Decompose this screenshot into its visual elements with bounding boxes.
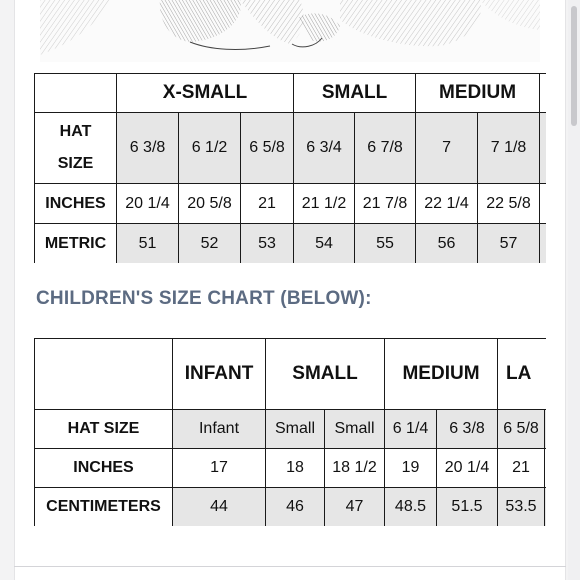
page-bottom-divider bbox=[14, 566, 566, 567]
metric-cell: 55 bbox=[354, 223, 417, 263]
metric-cell: 53 bbox=[239, 223, 295, 263]
metric-cell: 52 bbox=[178, 223, 241, 263]
centimeters-cell: 48.5 bbox=[384, 487, 437, 526]
centimeters-row-label: CENTIMETERS bbox=[34, 487, 173, 526]
adult-size-chart-viewport[interactable]: X-SMALL SMALL MEDIUM HAT SIZE 6 3/8 6 1/… bbox=[34, 73, 546, 263]
scrollbar[interactable] bbox=[568, 0, 580, 580]
group-medium-header: MEDIUM bbox=[384, 338, 498, 410]
children-size-chart-viewport[interactable]: INFANT SMALL MEDIUM LA HAT SIZE Infant S… bbox=[34, 338, 546, 526]
hat-size-cell bbox=[539, 112, 546, 184]
children-size-chart-heading: CHILDREN'S SIZE CHART (BELOW): bbox=[36, 288, 372, 309]
inches-cell: 18 1/2 bbox=[324, 448, 385, 488]
hat-illustration bbox=[40, 0, 540, 62]
inches-cell: 19 bbox=[384, 448, 437, 488]
inches-cell: 22 1/4 bbox=[415, 183, 479, 224]
inches-cell: 21 bbox=[239, 183, 295, 224]
centimeters-cell: 51.5 bbox=[436, 487, 498, 526]
group-small-header: SMALL bbox=[293, 73, 417, 113]
inches-cell: 18 bbox=[265, 448, 325, 488]
metric-cell: 56 bbox=[415, 223, 479, 263]
group-small-header: SMALL bbox=[265, 338, 385, 410]
children-size-chart: INFANT SMALL MEDIUM LA HAT SIZE Infant S… bbox=[34, 338, 546, 526]
centimeters-cell: 46 bbox=[265, 487, 325, 526]
group-large-label: LA bbox=[506, 363, 532, 384]
metric-cell: 51 bbox=[116, 223, 179, 263]
inches-cell bbox=[543, 448, 546, 488]
inches-cell: 20 1/4 bbox=[116, 183, 179, 224]
group-xsmall-header: X-SMALL bbox=[115, 73, 295, 113]
hat-size-row-label: HAT SIZE bbox=[34, 409, 173, 449]
inches-cell: 20 1/4 bbox=[436, 448, 498, 488]
inches-cell: 21 7/8 bbox=[354, 183, 417, 224]
centimeters-cell: 44 bbox=[172, 487, 266, 526]
hat-size-label-line1: HAT bbox=[59, 123, 92, 140]
inches-cell: 17 bbox=[172, 448, 266, 488]
adult-size-chart: X-SMALL SMALL MEDIUM HAT SIZE 6 3/8 6 1/… bbox=[34, 73, 546, 263]
hat-size-cell: 6 5/8 bbox=[497, 409, 545, 449]
inches-cell: 22 5/8 bbox=[477, 183, 541, 224]
hat-size-cell: Small bbox=[324, 409, 385, 449]
metric-cell: 57 bbox=[477, 223, 541, 263]
group-infant-header: INFANT bbox=[172, 338, 266, 410]
hat-size-label-line2: SIZE bbox=[57, 155, 94, 172]
hat-size-cell: 6 1/4 bbox=[384, 409, 437, 449]
hat-size-cell: 6 3/8 bbox=[116, 112, 179, 184]
inches-cell: 20 5/8 bbox=[178, 183, 241, 224]
hat-size-cell: 6 3/8 bbox=[436, 409, 498, 449]
group-medium-header: MEDIUM bbox=[415, 73, 541, 113]
hat-size-cell bbox=[543, 409, 546, 449]
inches-row-label: INCHES bbox=[34, 448, 173, 488]
corner-cell bbox=[34, 338, 173, 410]
scrollbar-thumb[interactable] bbox=[571, 6, 577, 126]
hat-size-cell: 7 1/8 bbox=[477, 112, 541, 184]
hat-size-row-label: HAT SIZE bbox=[34, 112, 117, 184]
inches-row-label: INCHES bbox=[34, 183, 117, 224]
page-left-margin bbox=[0, 0, 15, 580]
inches-cell: 21 1/2 bbox=[293, 183, 356, 224]
centimeters-cell: 47 bbox=[324, 487, 385, 526]
metric-cell bbox=[539, 223, 546, 263]
centimeters-cell bbox=[543, 487, 546, 526]
centimeters-cell: 53.5 bbox=[497, 487, 545, 526]
metric-cell: 54 bbox=[293, 223, 356, 263]
hat-size-cell: 6 5/8 bbox=[239, 112, 295, 184]
group-next-header bbox=[539, 73, 546, 113]
hat-size-cell: Small bbox=[265, 409, 325, 449]
hat-size-cell: 6 3/4 bbox=[293, 112, 356, 184]
group-large-header: LA bbox=[496, 338, 546, 410]
hat-size-cell: 6 7/8 bbox=[354, 112, 417, 184]
hat-size-cell: Infant bbox=[172, 409, 266, 449]
inches-cell bbox=[539, 183, 546, 224]
inches-cell: 21 bbox=[497, 448, 545, 488]
metric-row-label: METRIC bbox=[34, 223, 117, 263]
corner-cell bbox=[34, 73, 117, 113]
hat-size-cell: 6 1/2 bbox=[178, 112, 241, 184]
hat-size-cell: 7 bbox=[415, 112, 479, 184]
